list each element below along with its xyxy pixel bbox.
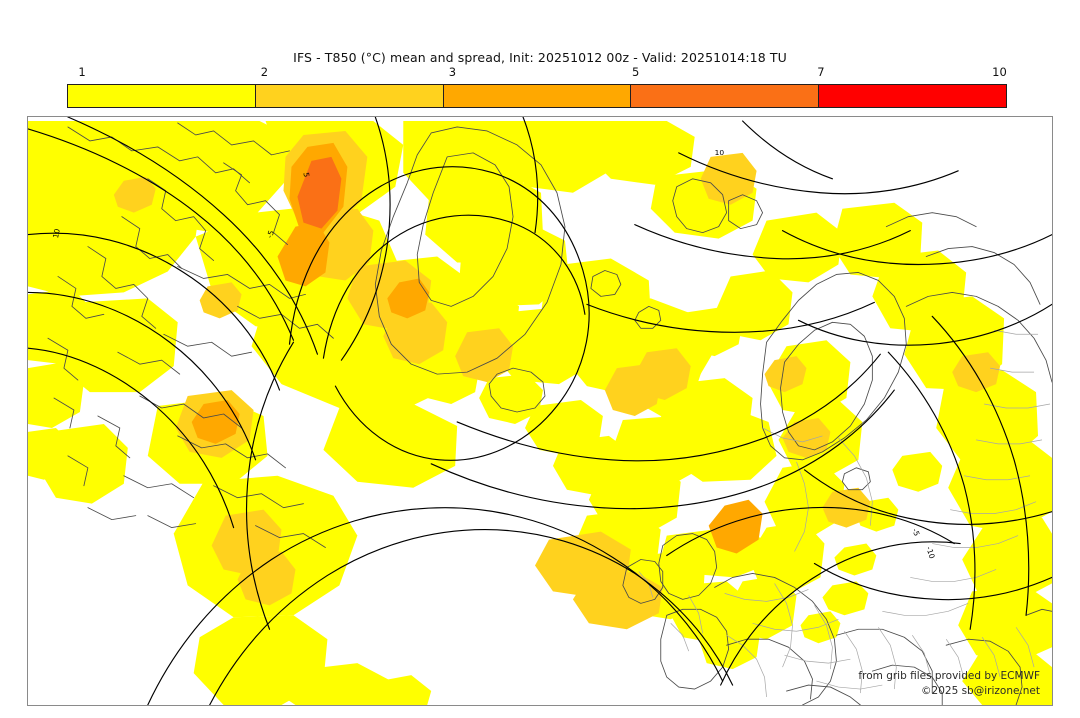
colorbar: 1 2 3 5 7 10 [67, 65, 1007, 108]
spread-shading-level-4 [297, 156, 342, 229]
colorbar-tick-2: 2 [260, 65, 269, 79]
contour-label-neg5: -5 [265, 229, 276, 239]
contour-label-5: 5 [301, 172, 311, 178]
map-svg: 10 5 10 -5 -10 -5 [28, 117, 1052, 705]
colorbar-tick-1: 1 [78, 65, 86, 79]
contour-label-neg10: -10 [924, 545, 936, 560]
contour-label-0: 10 [715, 148, 725, 157]
mean-contour-lines [28, 117, 1052, 705]
colorbar-tick-7: 7 [817, 65, 825, 79]
contour-label-neg15: -5 [910, 527, 921, 537]
colorbar-gradient-bar [67, 84, 1007, 108]
map-canvas[interactable]: 10 5 10 -5 -10 -5 from grib files provid… [27, 116, 1053, 706]
contour-label-10: 10 [51, 228, 62, 239]
coastlines [47, 122, 1052, 705]
colorbar-segment-3-5 [443, 85, 632, 107]
colorbar-tick-10: 10 [992, 65, 1007, 79]
contour-labels: 10 5 10 -5 -10 -5 [51, 148, 937, 560]
page-title: IFS - T850 (°C) mean and spread, Init: 2… [293, 50, 787, 65]
colorbar-segment-2-3 [255, 85, 444, 107]
colorbar-tick-labels: 1 2 3 5 7 10 [67, 65, 1007, 81]
colorbar-tick-5: 5 [632, 65, 640, 79]
colorbar-segment-7-10 [819, 85, 1006, 107]
colorbar-segment-5-7 [631, 85, 820, 107]
colorbar-tick-3: 3 [448, 65, 457, 79]
colorbar-segment-1-2 [68, 85, 256, 107]
